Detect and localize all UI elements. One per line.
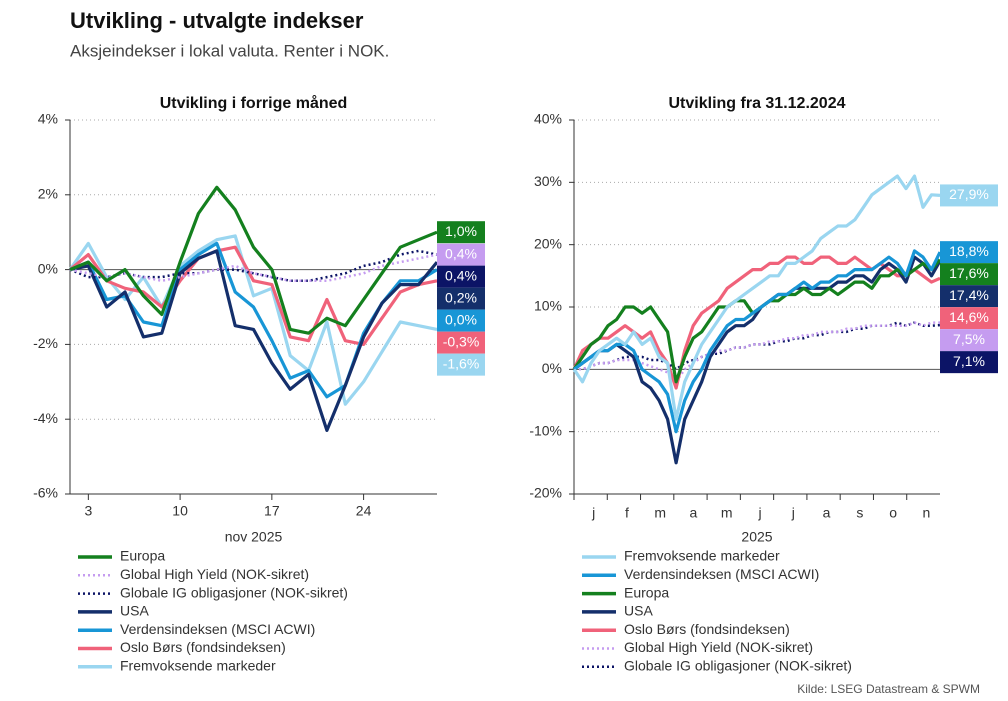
- x-tick-label: a: [690, 505, 698, 521]
- legend-label: Global High Yield (NOK-sikret): [624, 639, 813, 655]
- x-tick-label: 24: [356, 503, 372, 519]
- legend-label: Fremvoksende markeder: [624, 548, 780, 564]
- value-label: 17,4%: [949, 287, 989, 303]
- x-tick-label: 10: [172, 503, 188, 519]
- value-label: 0,0%: [445, 311, 477, 327]
- label-box: [940, 241, 998, 264]
- label-box: [437, 331, 485, 354]
- label-box: [940, 263, 998, 286]
- legend-label: Verdensindeksen (MSCI ACWI): [624, 566, 819, 582]
- x-tick-label: o: [889, 505, 897, 521]
- series-line: [69, 185, 438, 335]
- label-box: [437, 353, 485, 376]
- x-tick-label: 17: [264, 503, 280, 519]
- y-tick-label: 20%: [534, 235, 562, 251]
- y-tick-label: -2%: [33, 335, 58, 351]
- series-line: [573, 249, 942, 434]
- y-tick-label: 2%: [38, 186, 58, 202]
- x-tick-label: s: [856, 505, 863, 521]
- y-tick-label: 10%: [534, 298, 562, 314]
- legend-label: Oslo Børs (fondsindeksen): [624, 621, 790, 637]
- series-line: [68, 245, 438, 346]
- page-subtitle: Aksjeindekser i lokal valuta. Renter i N…: [70, 41, 389, 60]
- y-tick-label: 30%: [534, 173, 562, 189]
- legend-label: USA: [120, 603, 149, 619]
- value-label: 7,5%: [953, 331, 985, 347]
- y-tick-label: 0%: [542, 360, 562, 376]
- x-tick-label: n: [922, 505, 930, 521]
- chart-title: Utvikling fra 31.12.2024: [669, 95, 846, 112]
- x-tick-label: f: [625, 505, 629, 521]
- series-line: [572, 174, 941, 421]
- x-tick-label: a: [823, 505, 831, 521]
- legend-label: USA: [624, 603, 653, 619]
- series-line: [573, 255, 942, 465]
- page-title: Utvikling - utvalgte indekser: [70, 8, 364, 33]
- value-label: 0,4%: [445, 245, 477, 261]
- label-box: [940, 184, 998, 207]
- value-label: 0,2%: [445, 289, 477, 305]
- legend-label: Global High Yield (NOK-sikret): [120, 566, 309, 582]
- label-box: [437, 243, 485, 266]
- legend-label: Europa: [120, 548, 165, 564]
- label-box: [940, 329, 998, 352]
- label-box: [940, 307, 998, 330]
- legend-label: Globale IG obligasjoner (NOK-sikret): [120, 584, 348, 600]
- x-tick-label: m: [654, 505, 666, 521]
- series-line: [68, 234, 438, 406]
- y-tick-label: 4%: [38, 111, 58, 127]
- y-tick-label: -10%: [529, 422, 562, 438]
- legend-label: Globale IG obligasjoner (NOK-sikret): [624, 658, 852, 674]
- y-tick-label: 40%: [534, 111, 562, 127]
- value-label: 1,0%: [445, 223, 477, 239]
- x-tick-label: 3: [84, 503, 92, 519]
- x-tick-label: j: [791, 505, 795, 521]
- y-tick-label: -6%: [33, 485, 58, 501]
- source: Kilde: LSEG Datastream & SPWM: [797, 682, 980, 696]
- x-tick-label: j: [757, 505, 761, 521]
- legend-label: Oslo Børs (fondsindeksen): [120, 639, 286, 655]
- legend-label: Verdensindeksen (MSCI ACWI): [120, 621, 315, 637]
- legend-label: Europa: [624, 584, 669, 600]
- label-box: [437, 309, 485, 332]
- y-tick-label: -20%: [529, 485, 562, 501]
- value-label: 17,6%: [949, 265, 989, 281]
- value-label: -0,3%: [443, 333, 480, 349]
- x-tick-label: m: [721, 505, 733, 521]
- label-box: [437, 265, 485, 288]
- label-box: [437, 287, 485, 310]
- value-label: 18,8%: [949, 243, 989, 259]
- legend-label: Fremvoksende markeder: [120, 658, 276, 674]
- x-tick-label: j: [591, 505, 595, 521]
- series-line: [69, 249, 438, 283]
- label-box: [940, 285, 998, 308]
- value-label: -1,6%: [443, 355, 480, 371]
- label-box: [437, 221, 485, 244]
- label-box: [940, 351, 998, 374]
- value-label: 0,4%: [445, 267, 477, 283]
- chart-title: Utvikling i forrige måned: [160, 94, 348, 112]
- x-axis-label: 2025: [741, 529, 772, 545]
- series-line: [69, 253, 438, 283]
- x-axis-label: nov 2025: [225, 529, 283, 545]
- series-line: [572, 258, 942, 384]
- series-line: [69, 249, 439, 432]
- y-tick-label: -4%: [33, 410, 58, 426]
- value-label: 27,9%: [949, 186, 989, 202]
- value-label: 7,1%: [953, 353, 985, 369]
- value-label: 14,6%: [949, 309, 989, 325]
- y-tick-label: 0%: [38, 260, 58, 276]
